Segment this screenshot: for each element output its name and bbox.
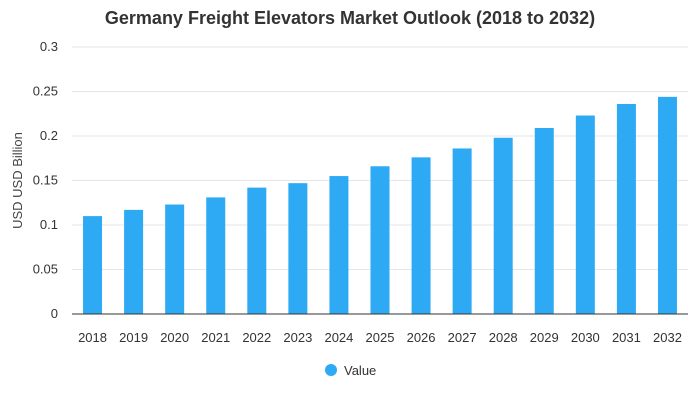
y-tick-label: 0.25 — [33, 84, 58, 99]
bar-2023[interactable] — [288, 183, 308, 314]
bar-2025[interactable] — [370, 166, 390, 314]
chart-title: Germany Freight Elevators Market Outlook… — [104, 8, 596, 28]
y-tick-label: 0.2 — [40, 128, 58, 143]
bar-2021[interactable] — [206, 197, 226, 314]
y-axis-ticks: 0 0.05 0.1 0.15 0.2 0.25 0.3 — [33, 39, 58, 321]
x-tick-label: 2030 — [571, 330, 600, 345]
x-tick-label: 2027 — [448, 330, 477, 345]
legend-marker-icon — [325, 364, 337, 376]
x-tick-label: 2031 — [612, 330, 641, 345]
bars — [83, 96, 677, 315]
bar-2030[interactable] — [575, 115, 595, 314]
x-axis-ticks: 2018 2019 2020 2021 2022 2023 2024 2025 2026 2027… — [78, 330, 682, 345]
x-tick-label: 2020 — [160, 330, 189, 345]
x-tick-label: 2032 — [653, 330, 682, 345]
x-tick-label: 2028 — [489, 330, 518, 345]
legend[interactable]: Value — [325, 363, 376, 378]
y-tick-label: 0.15 — [33, 173, 58, 188]
x-tick-label: 2026 — [407, 330, 436, 345]
x-tick-label: 2021 — [201, 330, 230, 345]
y-axis-title: USD USD Billion — [10, 132, 25, 229]
bar-2022[interactable] — [247, 187, 267, 314]
bar-2028[interactable] — [493, 137, 513, 314]
bar-2032[interactable] — [657, 96, 677, 314]
y-tick-label: 0.3 — [40, 39, 58, 54]
bar-2018[interactable] — [83, 216, 103, 314]
y-tick-label: 0 — [51, 306, 58, 321]
bar-2029[interactable] — [534, 127, 554, 315]
legend-label: Value — [344, 363, 376, 378]
x-tick-label: 2025 — [366, 330, 395, 345]
y-tick-label: 0.05 — [33, 262, 58, 277]
bar-2027[interactable] — [452, 148, 472, 314]
x-tick-label: 2023 — [283, 330, 312, 345]
bar-2020[interactable] — [165, 204, 185, 314]
y-tick-label: 0.1 — [40, 217, 58, 232]
x-tick-label: 2024 — [324, 330, 353, 345]
bar-2026[interactable] — [411, 157, 431, 314]
bar-2024[interactable] — [329, 176, 349, 314]
x-tick-label: 2018 — [78, 330, 107, 345]
bar-2019[interactable] — [124, 209, 144, 314]
x-tick-label: 2029 — [530, 330, 559, 345]
x-tick-label: 2022 — [242, 330, 271, 345]
bar-2031[interactable] — [616, 103, 636, 315]
x-tick-label: 2019 — [119, 330, 148, 345]
